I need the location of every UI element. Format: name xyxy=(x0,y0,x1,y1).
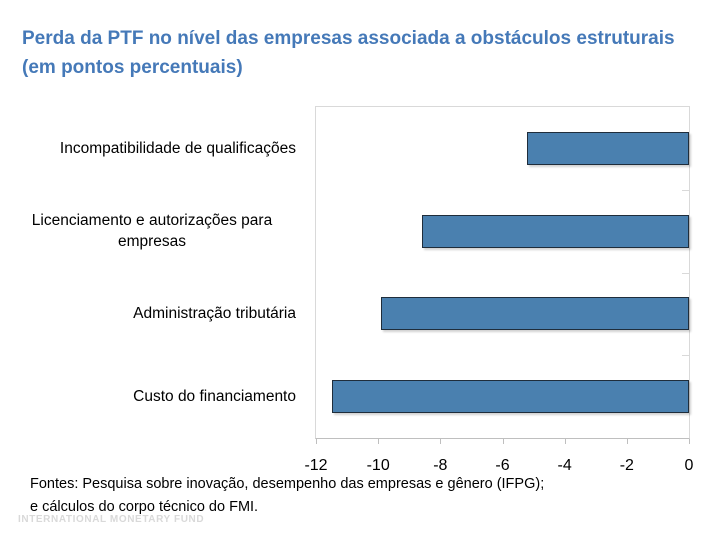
category-label-2: Administração tributária xyxy=(133,305,296,323)
x-tick-label: -10 xyxy=(366,457,390,474)
chart-title: Perda da PTF no nível das empresas assoc… xyxy=(22,28,675,49)
source-note: Fontes: Pesquisa sobre inovação, desempe… xyxy=(30,473,630,518)
imf-watermark: INTERNATIONAL MONETARY FUND xyxy=(18,514,205,525)
source-line-2: e cálculos do corpo técnico do FMI. xyxy=(30,498,259,515)
x-tick-label: -12 xyxy=(304,457,328,474)
x-tick-mark xyxy=(378,439,380,444)
category-separator-tick xyxy=(682,272,689,274)
x-tick-label: -4 xyxy=(557,457,572,474)
bar-1 xyxy=(421,214,689,248)
chart-subtitle: (em pontos percentuais) xyxy=(22,57,243,78)
x-tick-mark xyxy=(316,439,317,444)
bar-3 xyxy=(331,380,689,414)
x-tick-mark xyxy=(626,439,628,444)
category-separator-tick xyxy=(682,189,689,191)
bar-0 xyxy=(527,131,689,165)
x-tick-label: -8 xyxy=(433,457,448,474)
source-line-1: Fontes: Pesquisa sobre inovação, desempe… xyxy=(30,476,545,492)
x-tick-mark xyxy=(440,439,442,444)
category-label-3: Custo do financiamento xyxy=(133,388,296,406)
x-tick-label: -6 xyxy=(495,457,510,474)
x-tick-mark xyxy=(689,439,690,444)
x-tick-mark xyxy=(564,439,566,444)
category-label-1: Licenciamento e autorizações para empres… xyxy=(31,212,273,251)
title-block: Perda da PTF no nível das empresas assoc… xyxy=(22,24,712,82)
x-tick-mark xyxy=(502,439,504,444)
bar-2 xyxy=(381,297,689,331)
x-tick-label: -2 xyxy=(619,457,634,474)
category-separator-tick xyxy=(682,355,689,357)
category-label-0: Incompatibilidade de qualificações xyxy=(59,139,296,157)
x-tick-label: 0 xyxy=(684,457,694,474)
plot-area xyxy=(315,106,690,444)
